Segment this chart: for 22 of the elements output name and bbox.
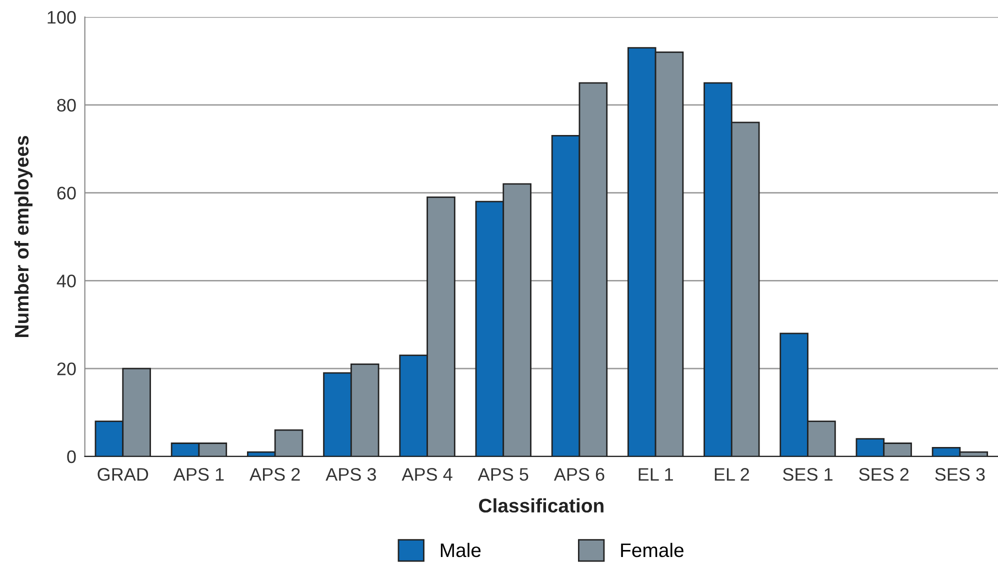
y-axis-title: Number of employees — [14, 136, 32, 337]
x-tick-label: EL 1 — [638, 468, 673, 481]
x-axis-title: Classification — [479, 498, 604, 513]
x-tick-label: SES 1 — [782, 468, 832, 481]
x-tick-label: SES 2 — [859, 468, 909, 481]
x-tick-label: APS 4 — [402, 468, 452, 481]
x-tick-label: APS 5 — [478, 468, 528, 481]
x-tick-label: APS 2 — [250, 468, 300, 481]
x-tick-label: EL 2 — [714, 468, 749, 481]
y-tick-label: 0 — [67, 450, 76, 464]
x-tick-label: APS 3 — [326, 468, 376, 481]
x-tick-label: APS 6 — [554, 468, 604, 481]
x-tick-label: SES 3 — [935, 468, 985, 481]
y-tick-label: 40 — [56, 274, 76, 288]
x-tick-label: GRAD — [98, 468, 148, 481]
y-tick-label: 20 — [57, 362, 76, 376]
y-tick-label: 80 — [57, 98, 76, 112]
x-tick-label: APS 1 — [173, 468, 224, 481]
y-tick-label: 60 — [57, 186, 76, 200]
legend-label: Female — [621, 542, 684, 558]
y-tick-label: 100 — [48, 10, 76, 24]
legend-label: Male — [440, 542, 481, 558]
